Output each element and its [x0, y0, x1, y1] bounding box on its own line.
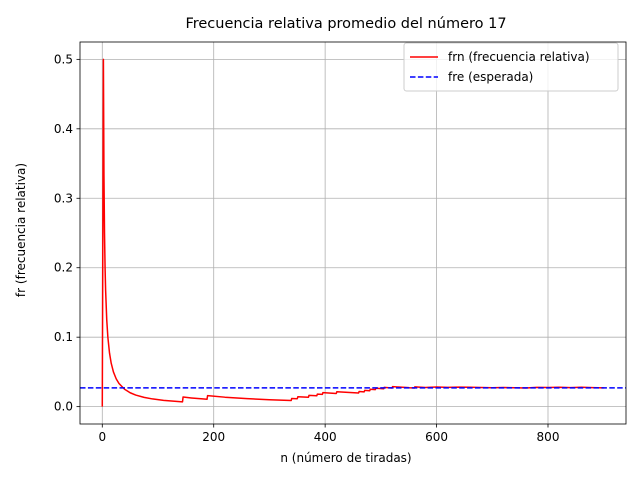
plot-area [80, 58, 626, 407]
x-tick-label: 400 [314, 430, 337, 444]
plot-frame [79, 41, 627, 425]
x-tick-label: 600 [425, 430, 448, 444]
ticks: 0 200 400 600 800 0.0 0.1 0.2 0.3 0.4 0.5 [54, 52, 560, 444]
legend: frn (frecuencia relativa) fre (esperada) [403, 42, 619, 92]
x-tick-label: 0 [98, 430, 106, 444]
y-axis-label: fr (frecuencia relativa) [14, 163, 28, 297]
legend-box [403, 42, 619, 92]
x-tick-label: 800 [537, 430, 560, 444]
x-tick-label: 200 [202, 430, 225, 444]
y-tick-label: 0.3 [54, 191, 73, 205]
y-tick-label: 0.2 [54, 261, 73, 275]
y-tick-label: 0.0 [54, 400, 73, 414]
x-axis-label: n (número de tiradas) [280, 451, 411, 465]
chart-title: Frecuencia relativa promedio del número … [185, 16, 506, 32]
y-tick-label: 0.1 [54, 330, 73, 344]
y-tick-label: 0.4 [54, 122, 73, 136]
legend-label-frn: frn (frecuencia relativa) [448, 50, 590, 64]
y-tick-label: 0.5 [54, 52, 73, 66]
legend-label-fre: fre (esperada) [448, 70, 533, 84]
